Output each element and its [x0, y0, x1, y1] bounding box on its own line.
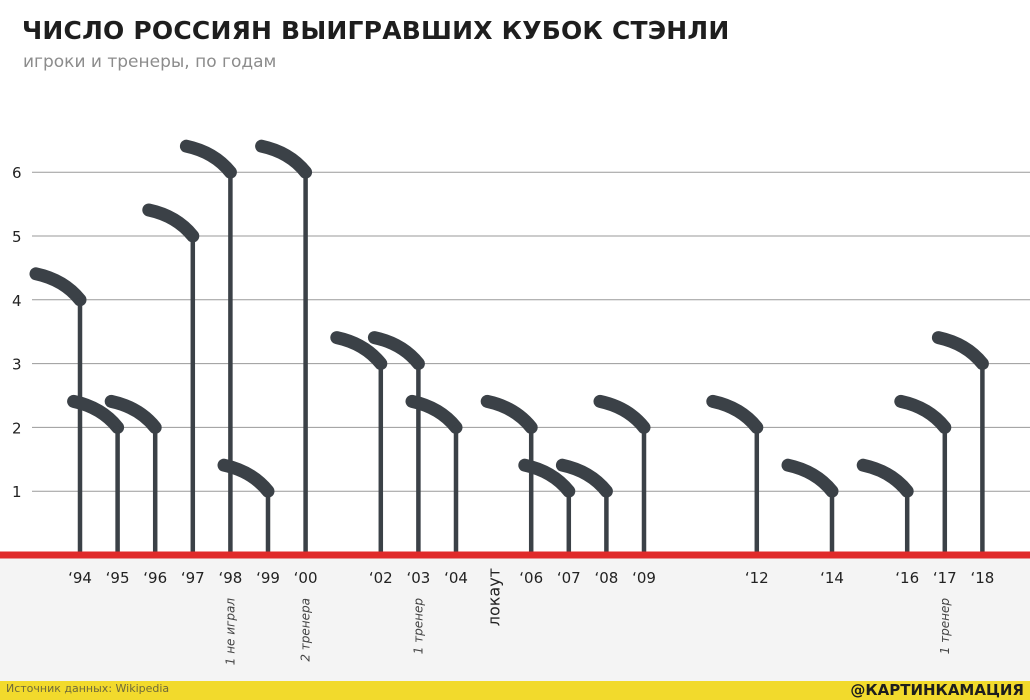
- stick-heel: [225, 170, 233, 178]
- hockey-stick-mark: [367, 331, 425, 555]
- x-tick-label: ‘03: [406, 569, 430, 587]
- x-tick-label: ‘07: [557, 569, 581, 587]
- stick-heel: [526, 425, 534, 433]
- annotation-label: 1 не играл: [223, 598, 237, 666]
- x-tick-label: ‘97: [181, 569, 205, 587]
- stick-heel: [376, 362, 384, 370]
- stick-blade: [518, 458, 576, 498]
- x-tick-label: локаут: [485, 568, 504, 626]
- stick-heel: [902, 489, 910, 497]
- stick-heel: [263, 489, 271, 497]
- stick-heel: [413, 362, 421, 370]
- x-tick-label: ‘14: [820, 569, 844, 587]
- stick-blade: [367, 331, 425, 371]
- hockey-stick-mark: [706, 394, 764, 555]
- hockey-stick-mark: [480, 394, 538, 555]
- x-tick-label: ‘00: [294, 569, 318, 587]
- stick-blade: [480, 394, 538, 434]
- hockey-stick-mark: [894, 394, 952, 555]
- stick-heel: [113, 425, 121, 433]
- x-tick-label: ‘09: [632, 569, 656, 587]
- x-tick-label: ‘08: [594, 569, 618, 587]
- hockey-stick-mark: [330, 331, 388, 555]
- hockey-stick-mark: [142, 203, 200, 555]
- hockey-stick-mark: [67, 394, 125, 555]
- x-tick-label: ‘02: [369, 569, 393, 587]
- annotation-label: 1 тренер: [938, 598, 952, 655]
- x-tick-label: ‘18: [970, 569, 994, 587]
- y-tick-label: 1: [12, 483, 22, 501]
- y-tick-label: 5: [12, 228, 22, 246]
- hockey-stick-mark: [104, 394, 162, 555]
- stick-blade: [405, 394, 463, 434]
- stick-heel: [827, 489, 835, 497]
- stick-heel: [752, 425, 760, 433]
- footer-bar: [0, 681, 1030, 700]
- stick-heel: [639, 425, 647, 433]
- stick-blade: [856, 458, 914, 498]
- hockey-stick-mark: [931, 331, 989, 555]
- stick-blade: [217, 458, 275, 498]
- stick-blade: [67, 394, 125, 434]
- stick-blade: [330, 331, 388, 371]
- x-tick-label: ‘95: [106, 569, 130, 587]
- stick-heel: [977, 362, 985, 370]
- stick-heel: [150, 425, 158, 433]
- y-tick-label: 2: [12, 419, 22, 437]
- stick-blade: [142, 203, 200, 243]
- stick-blade: [894, 394, 952, 434]
- x-tick-label: ‘99: [256, 569, 280, 587]
- axis-band: [0, 555, 1030, 681]
- brand-signature: @КАРТИНКАМАЦИЯ: [850, 681, 1024, 699]
- hockey-stick-mark: [179, 139, 237, 555]
- stick-heel: [601, 489, 609, 497]
- stick-blade: [104, 394, 162, 434]
- source-note: Источник данных: Wikipedia: [6, 682, 170, 695]
- x-tick-label: ‘04: [444, 569, 468, 587]
- hockey-stick-mark: [593, 394, 651, 555]
- hockey-stick-mark: [405, 394, 463, 555]
- y-tick-label: 3: [12, 356, 22, 374]
- chart-title: ЧИСЛО РОССИЯН ВЫИГРАВШИХ КУБОК СТЭНЛИ: [22, 16, 730, 45]
- x-tick-label: ‘96: [143, 569, 167, 587]
- stick-blade: [706, 394, 764, 434]
- stick-blade: [255, 139, 313, 179]
- y-tick-label: 6: [12, 164, 22, 182]
- hockey-stick-mark: [781, 458, 839, 555]
- hockey-stick-mark: [217, 458, 275, 555]
- stick-heel: [940, 425, 948, 433]
- stick-blade: [29, 267, 87, 307]
- x-tick-label: ‘17: [933, 569, 957, 587]
- hockey-stick-mark: [255, 139, 313, 555]
- stick-blade: [781, 458, 839, 498]
- hockey-stick-mark: [518, 458, 576, 555]
- stick-blade: [593, 394, 651, 434]
- y-tick-label: 4: [12, 292, 22, 310]
- x-tick-label: ‘94: [68, 569, 92, 587]
- stick-heel: [301, 170, 309, 178]
- x-tick-label: ‘06: [519, 569, 543, 587]
- stick-heel: [564, 489, 572, 497]
- hockey-stick-mark: [856, 458, 914, 555]
- x-tick-label: ‘16: [895, 569, 919, 587]
- stick-heel: [75, 298, 83, 306]
- hockey-stick-mark: [555, 458, 613, 555]
- stick-blade: [931, 331, 989, 371]
- stick-blade: [555, 458, 613, 498]
- stick-heel: [188, 234, 196, 242]
- annotation-label: 2 тренера: [299, 598, 313, 662]
- annotation-label: 1 тренер: [411, 598, 425, 655]
- hockey-stick-mark: [29, 267, 87, 555]
- x-tick-label: ‘12: [745, 569, 769, 587]
- stick-blade: [179, 139, 237, 179]
- stick-heel: [451, 425, 459, 433]
- chart-subtitle: игроки и тренеры, по годам: [23, 52, 277, 72]
- x-tick-label: ‘98: [218, 569, 242, 587]
